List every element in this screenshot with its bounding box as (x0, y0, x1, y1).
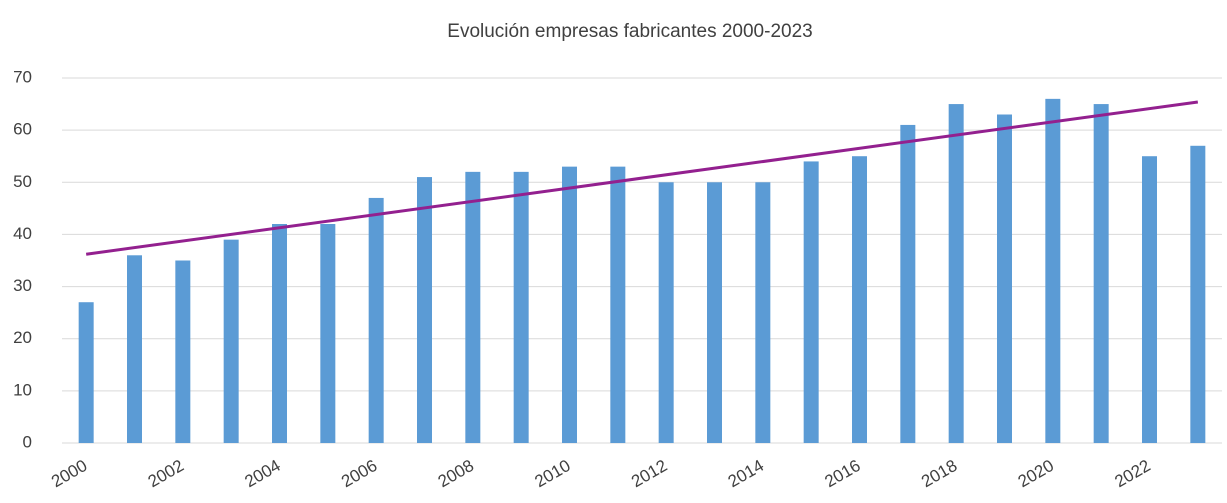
y-tick-label: 50 (13, 172, 32, 191)
bar (368, 197, 384, 443)
bar (1142, 156, 1157, 443)
x-tick-label: 2006 (338, 456, 380, 491)
bar (127, 255, 142, 443)
y-tick-label: 0 (23, 432, 32, 451)
bar (707, 182, 722, 444)
bar (465, 171, 481, 443)
y-tick-label: 60 (13, 120, 32, 139)
bar (1093, 104, 1109, 444)
bar (417, 177, 432, 444)
x-tick-label: 2002 (145, 456, 187, 491)
x-tick-label: 2010 (531, 456, 573, 491)
bar (562, 166, 577, 443)
x-tick-label: 2022 (1111, 456, 1153, 491)
x-tick-label: 2014 (725, 456, 767, 491)
trend-line (85, 100, 1199, 256)
bar (1190, 145, 1206, 444)
x-tick-label: 2016 (821, 456, 863, 491)
bar (223, 239, 239, 443)
bar (175, 260, 191, 443)
x-tick-label: 2000 (48, 456, 90, 491)
y-tick-label: 10 (13, 380, 32, 399)
chart-title: Evolución empresas fabricantes 2000-2023 (447, 21, 812, 42)
bar (78, 302, 94, 443)
bar (320, 224, 336, 443)
y-tick-label: 30 (13, 276, 32, 295)
bar (852, 156, 867, 443)
x-tick-label: 2004 (241, 456, 283, 491)
bar (658, 182, 674, 444)
bar (513, 171, 529, 443)
x-tick-label: 2020 (1015, 456, 1057, 491)
bar (900, 124, 916, 443)
bar (803, 161, 819, 443)
y-tick-label: 20 (13, 328, 32, 347)
bar (610, 166, 626, 443)
bar (1045, 98, 1061, 443)
x-tick-label: 2018 (918, 456, 960, 491)
x-tick-label: 2008 (435, 456, 477, 491)
x-tick-label: 2012 (628, 456, 670, 491)
bar (272, 224, 287, 443)
y-tick-label: 70 (13, 67, 32, 86)
bar (997, 114, 1012, 443)
bar (948, 104, 964, 444)
bar (755, 182, 771, 444)
y-tick-label: 40 (13, 224, 32, 243)
